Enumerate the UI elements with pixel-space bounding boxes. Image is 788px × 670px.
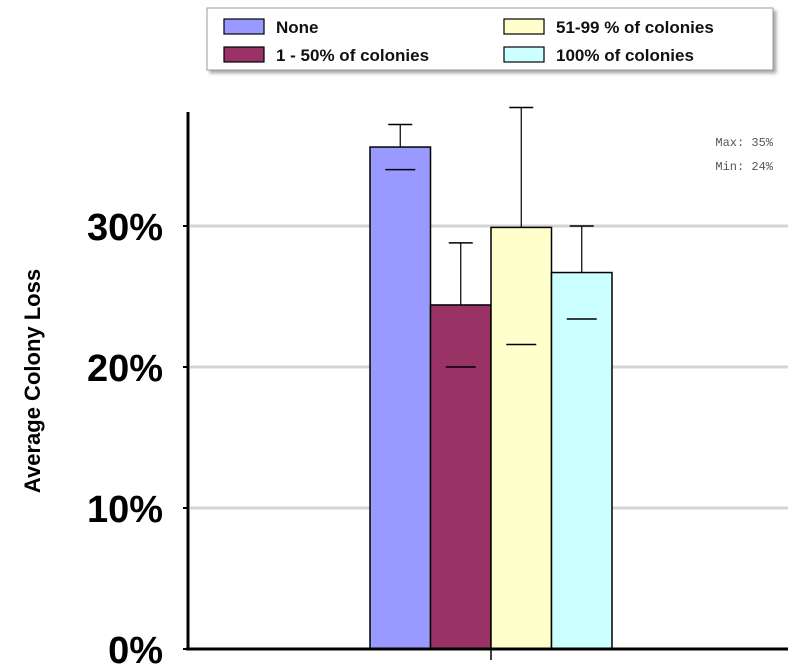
legend-item: 1 - 50% of colonies <box>223 46 429 65</box>
legend-box <box>206 7 774 71</box>
y-tick-label: 10% <box>87 489 163 531</box>
legend-label: 100% of colonies <box>556 46 694 65</box>
legend-item: 51-99 % of colonies <box>503 18 714 37</box>
legend-label: None <box>276 18 319 37</box>
min-annotation: Min: 24% <box>715 160 773 174</box>
legend-swatch <box>223 18 265 35</box>
y-ticks: 0% 10% 20% 30% <box>87 207 188 670</box>
legend-item: None <box>223 18 319 37</box>
legend-label: 1 - 50% of colonies <box>276 46 429 65</box>
bar <box>369 146 432 650</box>
bar <box>490 226 553 650</box>
bar <box>429 304 492 650</box>
bars <box>369 106 613 650</box>
legend-swatch <box>223 46 265 63</box>
legend-swatch <box>503 46 545 63</box>
legend-swatch <box>503 18 545 35</box>
legend: None 1 - 50% of colonies 51-99 % of coloni… <box>206 7 774 71</box>
y-tick-label: 20% <box>87 348 163 390</box>
y-axis-title: Average Colony Loss <box>20 269 45 493</box>
y-tick-label: 30% <box>87 207 163 249</box>
bar <box>550 271 613 650</box>
legend-label: 51-99 % of colonies <box>556 18 714 37</box>
max-annotation: Max: 35% <box>715 136 773 150</box>
y-tick-label: 0% <box>108 630 163 670</box>
legend-item: 100% of colonies <box>503 46 694 65</box>
